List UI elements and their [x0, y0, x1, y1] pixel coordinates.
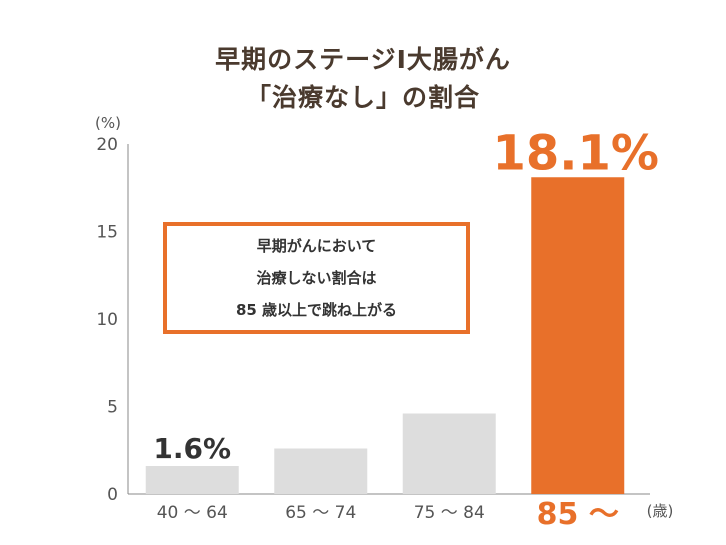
- data-label: 18.1%: [492, 125, 659, 181]
- data-label: 1.6%: [153, 432, 231, 465]
- chart-title-line-2: 「治療なし」の割合: [245, 83, 480, 112]
- callout-line-2: 治療しない割合は: [256, 269, 377, 287]
- chart-title-line-1: 早期のステージⅠ大腸がん: [215, 45, 511, 74]
- y-axis-unit-label: (%): [95, 114, 121, 132]
- bar: [145, 466, 239, 494]
- callout-line-1: 早期がんにおいて: [256, 237, 377, 255]
- x-tick-label: 65 〜 74: [285, 503, 356, 523]
- y-tick-label: 20: [96, 135, 118, 155]
- bar: [531, 177, 625, 494]
- y-tick-label: 0: [107, 485, 118, 505]
- bar: [402, 413, 496, 494]
- x-tick-label: 85 〜: [537, 497, 619, 532]
- callout-line-3: 85 歳以上で跳ね上がる: [235, 301, 398, 319]
- x-tick-label: 75 〜 84: [414, 503, 485, 523]
- x-axis-unit-label: (歳): [647, 502, 674, 520]
- bar: [274, 448, 368, 494]
- y-tick-label: 15: [96, 223, 118, 243]
- y-tick-label: 10: [96, 310, 118, 330]
- x-tick-label: 40 〜 64: [157, 503, 228, 523]
- callout-box: 早期がんにおいて 治療しない割合は 85 歳以上で跳ね上がる: [163, 222, 470, 334]
- y-tick-label: 5: [107, 398, 118, 418]
